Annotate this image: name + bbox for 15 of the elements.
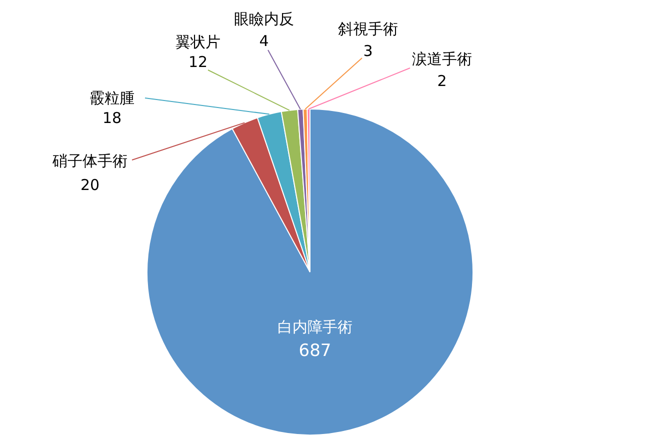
data-label: 3 — [363, 42, 373, 60]
data-label: 2 — [437, 72, 447, 90]
pie-slice — [146, 108, 474, 436]
data-label: 4 — [259, 32, 269, 50]
slice-label: 斜視手術 — [338, 20, 398, 38]
data-label: 687 — [298, 341, 332, 361]
slice-label: 眼瞼内反 — [234, 10, 294, 28]
slice-label: 翼状片 — [176, 33, 220, 51]
slice-label: 霰粒腫 — [90, 89, 134, 107]
slice-label: 白内障手術 — [278, 318, 352, 336]
data-label: 18 — [102, 109, 122, 127]
data-label: 20 — [80, 176, 100, 194]
slice-label: 涙道手術 — [412, 50, 472, 68]
slice-label: 硝子体手術 — [52, 152, 128, 170]
data-label: 12 — [188, 53, 208, 71]
